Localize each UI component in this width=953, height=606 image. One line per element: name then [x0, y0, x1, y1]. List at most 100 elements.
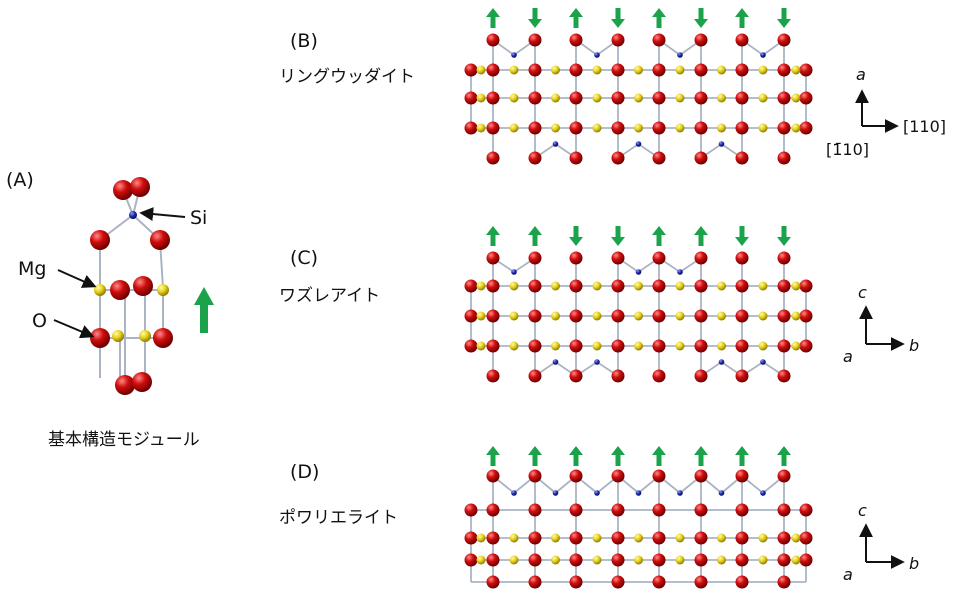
magnesium-atom — [551, 281, 560, 291]
magnesium-atom — [509, 123, 519, 133]
oxygen-atom — [528, 91, 542, 105]
magnesium-atom — [717, 341, 726, 351]
up-arrow-icon — [652, 446, 666, 466]
up-arrow-icon — [694, 446, 708, 466]
oxygen-atom — [777, 553, 791, 567]
panel-d-axes: c b a — [843, 501, 919, 584]
magnesium-atom — [592, 555, 602, 565]
oxygen-atom — [799, 91, 813, 105]
oxygen-atom — [569, 121, 583, 135]
oxygen-atom — [694, 575, 708, 589]
silicon-atom — [635, 141, 642, 147]
oxygen-atom — [569, 91, 583, 105]
panel-c-polarity-arrows — [486, 226, 791, 246]
magnesium-atom — [634, 533, 643, 543]
oxygen-atom — [486, 91, 500, 105]
oxygen-atom — [150, 230, 170, 250]
oxygen-atom — [735, 63, 749, 77]
magnesium-atom — [551, 65, 560, 75]
magnesium-atom — [717, 555, 726, 565]
silicon-atom — [718, 141, 725, 147]
oxygen-atom — [486, 575, 500, 589]
magnesium-atom — [634, 65, 643, 75]
oxygen-atom — [799, 279, 813, 293]
up-arrow-icon — [486, 446, 500, 466]
oxygen-atom — [611, 531, 625, 545]
oxygen-atom — [611, 469, 625, 483]
wadsleyite-structure — [464, 251, 813, 383]
oxygen-atom — [528, 575, 542, 589]
magnesium-atom — [476, 341, 486, 351]
oxygen-atom — [799, 531, 813, 545]
magnesium-atom — [476, 123, 486, 133]
oxygen-atom — [777, 369, 791, 383]
oxygen-atom — [652, 151, 666, 165]
oxygen-atom — [777, 151, 791, 165]
silicon-atom — [552, 490, 559, 496]
oxygen-atom — [611, 33, 625, 47]
magnesium-atom — [675, 555, 685, 565]
atom-pointers — [53, 207, 186, 339]
panel-c: (C) ワズレアイト c b a — [279, 226, 919, 383]
oxygen-atom — [569, 553, 583, 567]
oxygen-atom — [528, 63, 542, 77]
magnesium-atom — [551, 123, 560, 133]
oxygen-atom — [735, 503, 749, 517]
oxygen-atom — [611, 63, 625, 77]
panel-d-label: (D) — [290, 461, 319, 483]
oxygen-atom — [799, 309, 813, 323]
oxygen-atom — [777, 309, 791, 323]
magnesium-atom — [592, 311, 602, 321]
oxygen-atom — [735, 531, 749, 545]
magnesium-atom — [551, 311, 560, 321]
oxygen-atom — [110, 280, 130, 300]
oxygen-atom — [735, 279, 749, 293]
magnesium-atom — [139, 330, 151, 342]
oxygen-atom — [153, 328, 173, 348]
oxygen-atom — [611, 339, 625, 353]
down-arrow-icon — [694, 8, 708, 28]
magnesium-atom — [476, 533, 486, 543]
oxygen-atom — [464, 63, 478, 77]
oxygen-atom — [735, 91, 749, 105]
magnesium-atom — [509, 93, 519, 103]
oxygen-atom — [735, 339, 749, 353]
down-arrow-icon — [611, 226, 625, 246]
oxygen-atom — [694, 33, 708, 47]
oxygen-atom — [528, 309, 542, 323]
axis-b-depth: [1̄10] — [826, 140, 869, 159]
panel-b-polarity-arrows — [486, 8, 791, 28]
oxygen-atom — [486, 369, 500, 383]
oxygen-atom — [569, 151, 583, 165]
up-arrow-icon — [652, 226, 666, 246]
oxygen-atom — [777, 339, 791, 353]
oxygen-atom — [777, 531, 791, 545]
axis-c-horizontal: b — [909, 336, 919, 355]
magnesium-atom — [551, 93, 560, 103]
axis-d-horizontal: b — [909, 554, 919, 573]
oxygen-atom — [486, 63, 500, 77]
magnesium-atom — [94, 284, 106, 296]
oxygen-atom — [777, 503, 791, 517]
magnesium-atom — [476, 311, 486, 321]
oxygen-atom — [486, 503, 500, 517]
panel-c-name: ワズレアイト — [279, 286, 380, 306]
oxygen-atom — [132, 372, 152, 392]
oxygen-atom — [694, 553, 708, 567]
oxygen-atom — [799, 339, 813, 353]
oxygen-atom — [464, 503, 478, 517]
axis-b-vertical: a — [856, 65, 866, 84]
oxygen-atom — [735, 309, 749, 323]
magnesium-atom — [157, 284, 169, 296]
panel-b-name: リングウッダイト — [279, 67, 415, 87]
oxygen-atom — [652, 369, 666, 383]
oxygen-atom — [652, 553, 666, 567]
up-arrow-icon — [777, 446, 791, 466]
silicon-atom — [594, 359, 600, 365]
magnesium-atom — [634, 341, 643, 351]
oxygen-atom — [735, 251, 749, 265]
ringwoodite-structure — [464, 33, 813, 165]
oxygen-atom — [777, 63, 791, 77]
panel-b-label: (B) — [290, 30, 318, 52]
oxygen-atom — [486, 309, 500, 323]
